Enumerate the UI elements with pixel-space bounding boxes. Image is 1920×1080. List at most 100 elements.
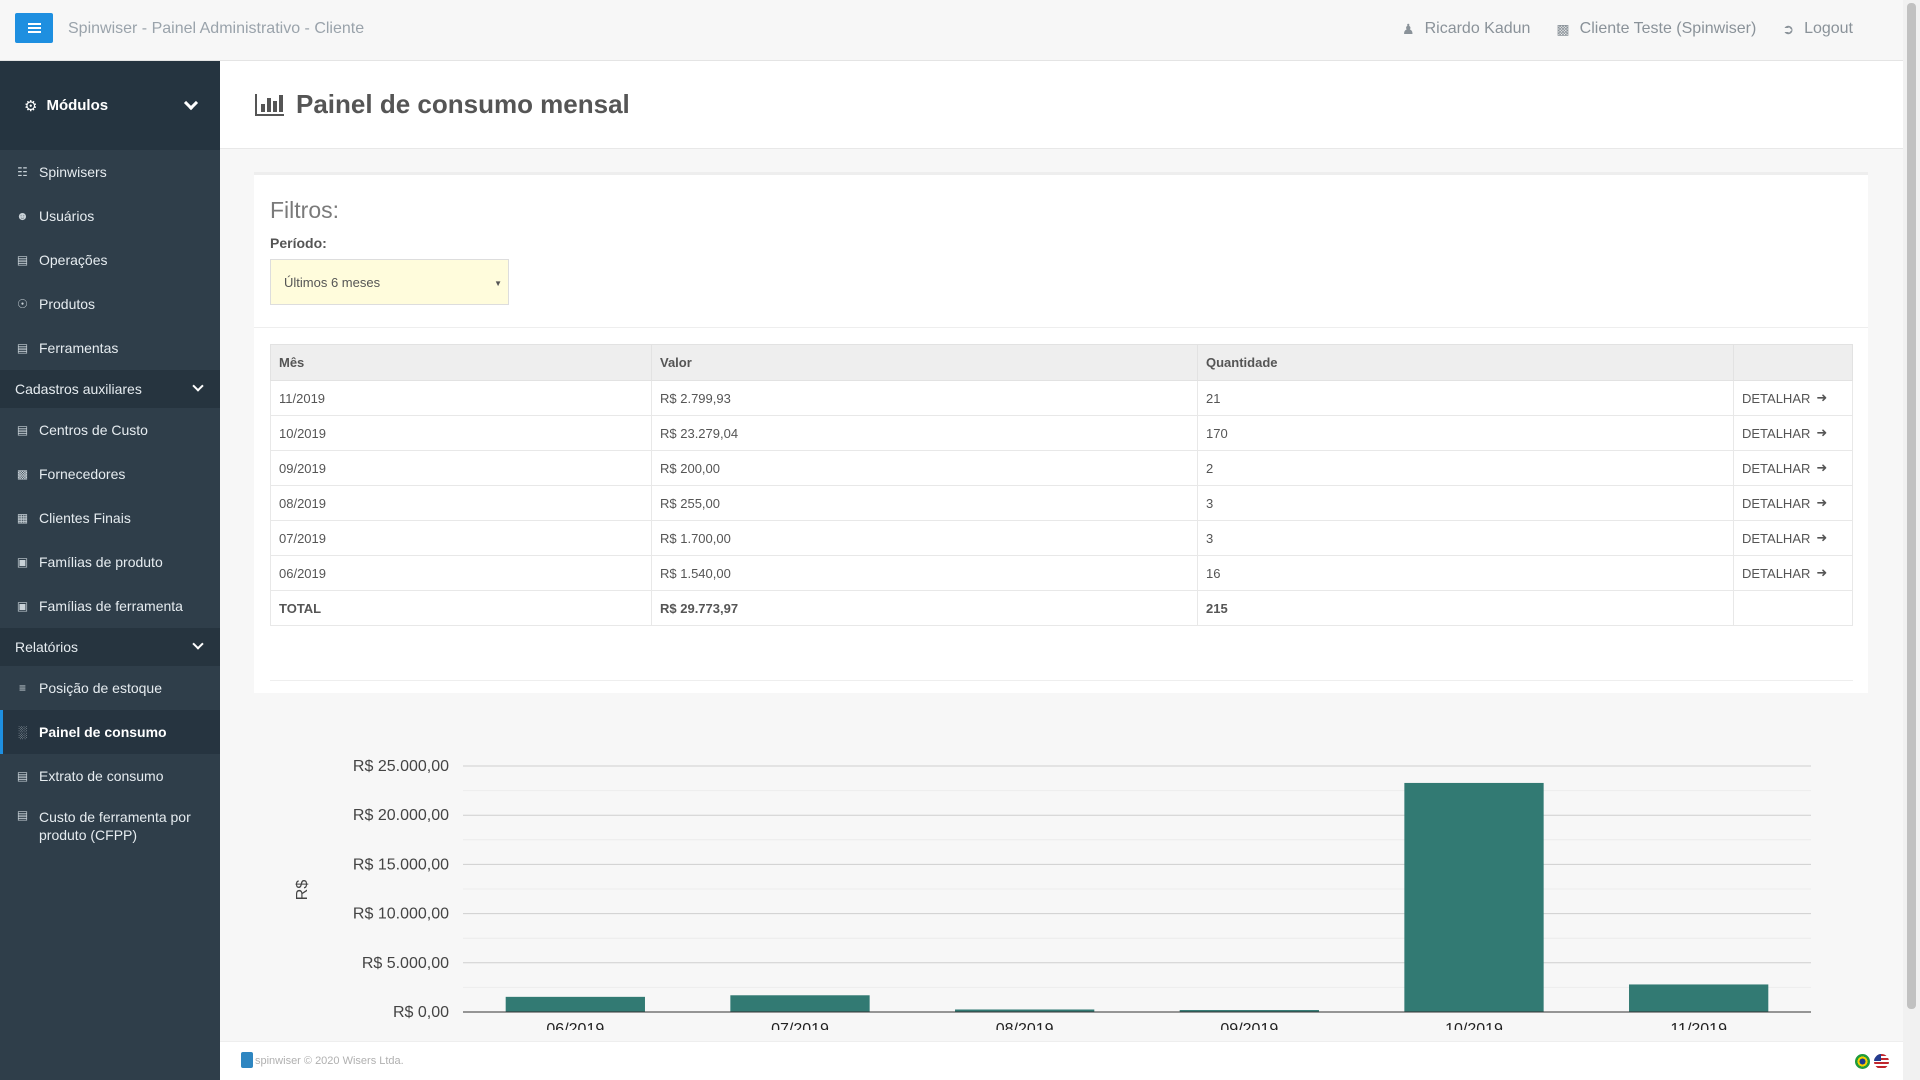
menu-toggle-button[interactable]	[15, 13, 53, 43]
sidebar-section-relatorios[interactable]: Relatórios	[0, 628, 220, 666]
list-icon: ▤	[16, 341, 29, 355]
sidebar-item-label: Clientes Finais	[39, 510, 131, 526]
detail-label: DETALHAR	[1742, 425, 1811, 441]
sidebar-item-familias-de-ferramenta[interactable]: ▣ Famílias de ferramenta	[0, 584, 220, 628]
object-group-icon: ▣	[16, 599, 29, 613]
sidebar-item-label: Ferramentas	[39, 340, 119, 356]
cogs-icon: ⚙	[24, 97, 38, 115]
page-header: Painel de consumo mensal	[220, 61, 1903, 149]
sidebar-item-familias-de-produto[interactable]: ▣ Famílias de produto	[0, 540, 220, 584]
period-label: Período:	[270, 235, 327, 251]
total-quantity: 215	[1197, 590, 1734, 626]
chevron-down-icon	[192, 380, 204, 392]
sidebar-item-usuarios[interactable]: ☻ Usuários	[0, 194, 220, 238]
cell-quantity: 3	[1197, 520, 1734, 556]
table-row: 08/2019 R$ 255,00 3 DETALHAR ➜	[270, 485, 1853, 521]
detail-label: DETALHAR	[1742, 460, 1811, 476]
column-header-value: Valor	[651, 344, 1198, 381]
table-header-row: Mês Valor Quantidade	[270, 344, 1853, 381]
globe-icon: ☉	[17, 297, 28, 311]
chart-bar	[1179, 1010, 1319, 1012]
section-label: Cadastros auxiliares	[15, 381, 142, 397]
cell-quantity: 2	[1197, 450, 1734, 486]
sidebar-item-label: Fornecedores	[39, 466, 126, 482]
sidebar-item-extrato-de-consumo[interactable]: ▤ Extrato de consumo	[0, 754, 220, 798]
sidebar-item-label: Usuários	[39, 208, 95, 224]
us-flag-icon[interactable]	[1874, 1054, 1889, 1069]
detail-link[interactable]: DETALHAR ➜	[1742, 460, 1827, 476]
y-axis-label: R$	[294, 880, 311, 901]
sidebar-item-painel-de-consumo[interactable]: ░ Painel de consumo	[0, 710, 220, 754]
y-tick-label: R$ 20.000,00	[353, 807, 449, 824]
industry-icon: ▩	[1556, 20, 1570, 37]
detail-link[interactable]: DETALHAR ➜	[1742, 565, 1827, 581]
period-select[interactable]: Últimos 6 meses ▼	[270, 259, 509, 305]
sidebar-item-label: Custo de ferramenta por produto (CFPP)	[39, 809, 191, 843]
sidebar-section-cadastros[interactable]: Cadastros auxiliares	[0, 370, 220, 408]
sidebar-item-posicao-de-estoque[interactable]: ≡ Posição de estoque	[0, 666, 220, 710]
sidebar-item-ferramentas[interactable]: ▤ Ferramentas	[0, 326, 220, 370]
sidebar-item-produtos[interactable]: ☉ Produtos	[0, 282, 220, 326]
user-link[interactable]: ♟ Ricardo Kadun	[1402, 20, 1530, 38]
bar-chart-icon	[255, 93, 284, 116]
divider	[254, 327, 1868, 328]
detail-link[interactable]: DETALHAR ➜	[1742, 495, 1827, 511]
chart-bar	[505, 996, 645, 1012]
detail-label: DETALHAR	[1742, 495, 1811, 511]
sidebar-item-centros-de-custo[interactable]: ▤ Centros de Custo	[0, 408, 220, 452]
detail-label: DETALHAR	[1742, 565, 1811, 581]
cell-value: R$ 1.700,00	[651, 520, 1198, 556]
spinwiser-logo	[241, 1052, 253, 1068]
user-circle-icon: ☻	[16, 209, 29, 223]
arrow-right-icon: ➜	[1816, 425, 1828, 440]
bar-chart: R$ 0,00 R$ 5.000,00 R$ 10.000,00 R$ 15.000,…	[294, 758, 1811, 1038]
client-link[interactable]: ▩ Cliente Teste (Spinwiser)	[1556, 20, 1756, 38]
sidebar-item-operacoes[interactable]: ▤ Operações	[0, 238, 220, 282]
filters-panel: Filtros: Período: Últimos 6 meses ▼ Mês …	[254, 172, 1868, 693]
cell-month: 06/2019	[270, 555, 652, 591]
modules-label: Módulos	[46, 97, 109, 114]
cell-action: DETALHAR ➜	[1733, 450, 1853, 486]
sidebar-item-label: Extrato de consumo	[39, 768, 164, 784]
detail-link[interactable]: DETALHAR ➜	[1742, 530, 1827, 546]
cell-value: R$ 255,00	[651, 485, 1198, 521]
logout-link[interactable]: ➲ Logout	[1782, 20, 1853, 38]
filters-title: Filtros:	[270, 197, 339, 223]
sidebar-item-label: Operações	[39, 252, 108, 268]
sidebar-item-clientes-finais[interactable]: ▦ Clientes Finais	[0, 496, 220, 540]
detail-link[interactable]: DETALHAR ➜	[1742, 390, 1827, 406]
money-icon: ▤	[16, 808, 29, 822]
top-navbar: Spinwiser - Painel Administrativo - Clie…	[0, 0, 1903, 61]
arrow-right-icon: ➜	[1816, 495, 1828, 510]
sidebar-item-label: Spinwisers	[39, 164, 107, 180]
logout-label: Logout	[1804, 20, 1853, 37]
cell-value: R$ 2.799,93	[651, 380, 1198, 416]
cubes-icon: ▦	[16, 511, 29, 525]
cell-value: R$ 200,00	[651, 450, 1198, 486]
sidebar-item-label: Produtos	[39, 296, 96, 312]
y-tick-label: R$ 10.000,00	[353, 906, 449, 923]
list-icon: ▤	[16, 769, 29, 783]
sidebar-item-cfpp[interactable]: ▤ Custo de ferramenta por produto (CFPP)	[0, 798, 220, 858]
cell-action: DETALHAR ➜	[1733, 485, 1853, 521]
sidebar-item-spinwisers[interactable]: ☷ Spinwisers	[0, 150, 220, 194]
modules-toggle[interactable]: ⚙ Módulos	[0, 61, 220, 150]
x-tick-label: 06/2019	[546, 1021, 604, 1030]
sidebar-item-label: Famílias de ferramenta	[39, 598, 183, 614]
page-scrollbar[interactable]	[1903, 0, 1920, 1080]
divider	[270, 680, 1853, 681]
bar-chart-icon: ░	[18, 725, 27, 739]
column-header-actions	[1733, 344, 1853, 381]
cell-value: R$ 23.279,04	[651, 415, 1198, 451]
sidebar: ⚙ Módulos ☷ Spinwisers ☻ Usuários ▤ Oper…	[0, 61, 220, 1080]
arrow-right-icon: ➜	[1816, 565, 1828, 580]
sidebar-item-label: Centros de Custo	[39, 422, 148, 438]
sidebar-item-fornecedores[interactable]: ▩ Fornecedores	[0, 452, 220, 496]
sidebar-item-label: Famílias de produto	[39, 554, 163, 570]
table-row: 06/2019 R$ 1.540,00 16 DETALHAR ➜	[270, 555, 1853, 591]
scrollbar-thumb[interactable]	[1907, 3, 1916, 1009]
brazil-flag-icon[interactable]	[1855, 1054, 1870, 1069]
chart-bar	[955, 1009, 1095, 1012]
cell-month: 11/2019	[270, 380, 652, 416]
detail-link[interactable]: DETALHAR ➜	[1742, 425, 1827, 441]
